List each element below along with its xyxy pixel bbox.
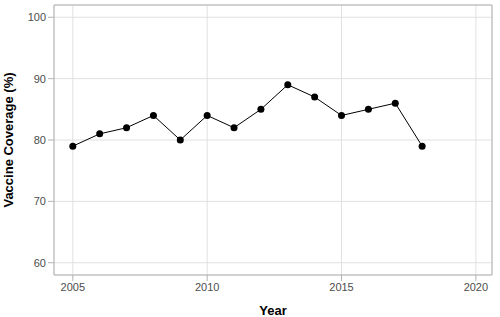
svg-text:2010: 2010 (195, 281, 219, 293)
svg-text:2015: 2015 (329, 281, 353, 293)
svg-text:Vaccine Coverage (%): Vaccine Coverage (%) (8, 72, 16, 207)
svg-text:70: 70 (34, 195, 46, 207)
svg-text:90: 90 (34, 73, 46, 85)
svg-text:2020: 2020 (464, 281, 488, 293)
svg-text:100: 100 (28, 11, 46, 23)
svg-text:2005: 2005 (61, 281, 85, 293)
svg-text:Year: Year (259, 303, 286, 317)
svg-text:60: 60 (34, 257, 46, 269)
svg-text:80: 80 (34, 134, 46, 146)
